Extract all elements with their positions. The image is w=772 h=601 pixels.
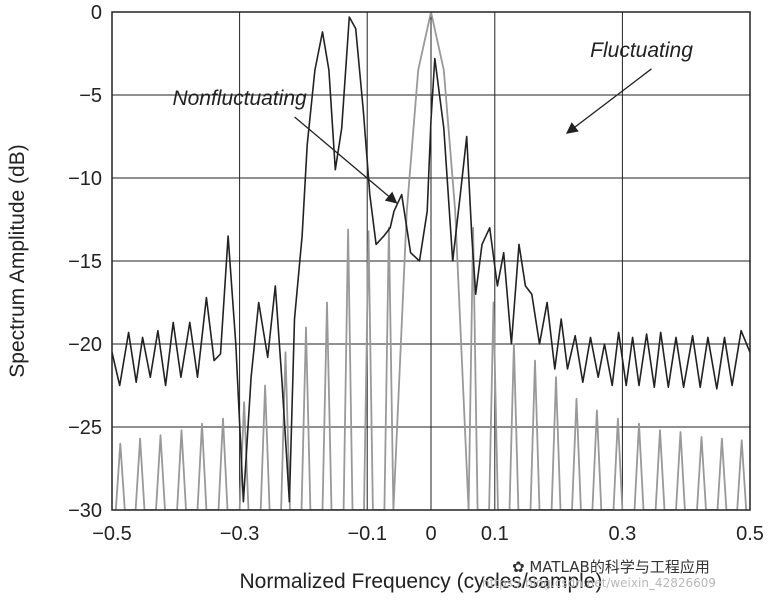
series-line-fluctuating bbox=[112, 16, 750, 503]
annotation-nonfluctuating: Nonfluctuating bbox=[172, 87, 307, 110]
y-tick-label: −10 bbox=[68, 168, 102, 190]
annotations: Nonfluctuating Fluctuating bbox=[172, 39, 693, 204]
y-tick-label: 0 bbox=[91, 2, 102, 24]
watermark-label: ✿ MATLAB的科学与工程应用 bbox=[512, 556, 710, 577]
y-tick-label: −15 bbox=[68, 251, 102, 273]
x-tick-label: 0.1 bbox=[481, 523, 509, 545]
x-tick-label: 0 bbox=[425, 523, 436, 545]
y-tick-label: −30 bbox=[68, 500, 102, 522]
annotation-fluctuating: Fluctuating bbox=[590, 39, 693, 62]
y-tick-label: −5 bbox=[79, 85, 102, 107]
watermark-url: https://blog.csdn.net/weixin_42826609 bbox=[482, 576, 717, 590]
tick-labels: −0.5 −0.3 −0.1 0 0.1 0.3 0.5 0 −5 −10 −15 −20 −25 −30 bbox=[68, 2, 764, 545]
y-axis-label: Spectrum Amplitude (dB) bbox=[6, 144, 29, 377]
x-axis-label: Normalized Frequency (cycles/sample) bbox=[240, 570, 603, 593]
annotation-arrow bbox=[565, 68, 652, 134]
plot-frame bbox=[111, 11, 751, 511]
x-tick-label: −0.1 bbox=[347, 523, 386, 545]
x-tick-label: 0.3 bbox=[608, 523, 636, 545]
x-tick-label: −0.3 bbox=[220, 523, 259, 545]
annotation-arrow bbox=[294, 116, 398, 204]
wechat-icon: ✿ bbox=[512, 558, 525, 576]
watermark-text: MATLAB的科学与工程应用 bbox=[529, 558, 710, 576]
x-tick-label: 0.5 bbox=[736, 523, 764, 545]
series-group bbox=[112, 12, 750, 510]
y-tick-label: −20 bbox=[68, 334, 102, 356]
x-tick-label: −0.5 bbox=[92, 523, 131, 545]
y-tick-label: −25 bbox=[68, 417, 102, 439]
